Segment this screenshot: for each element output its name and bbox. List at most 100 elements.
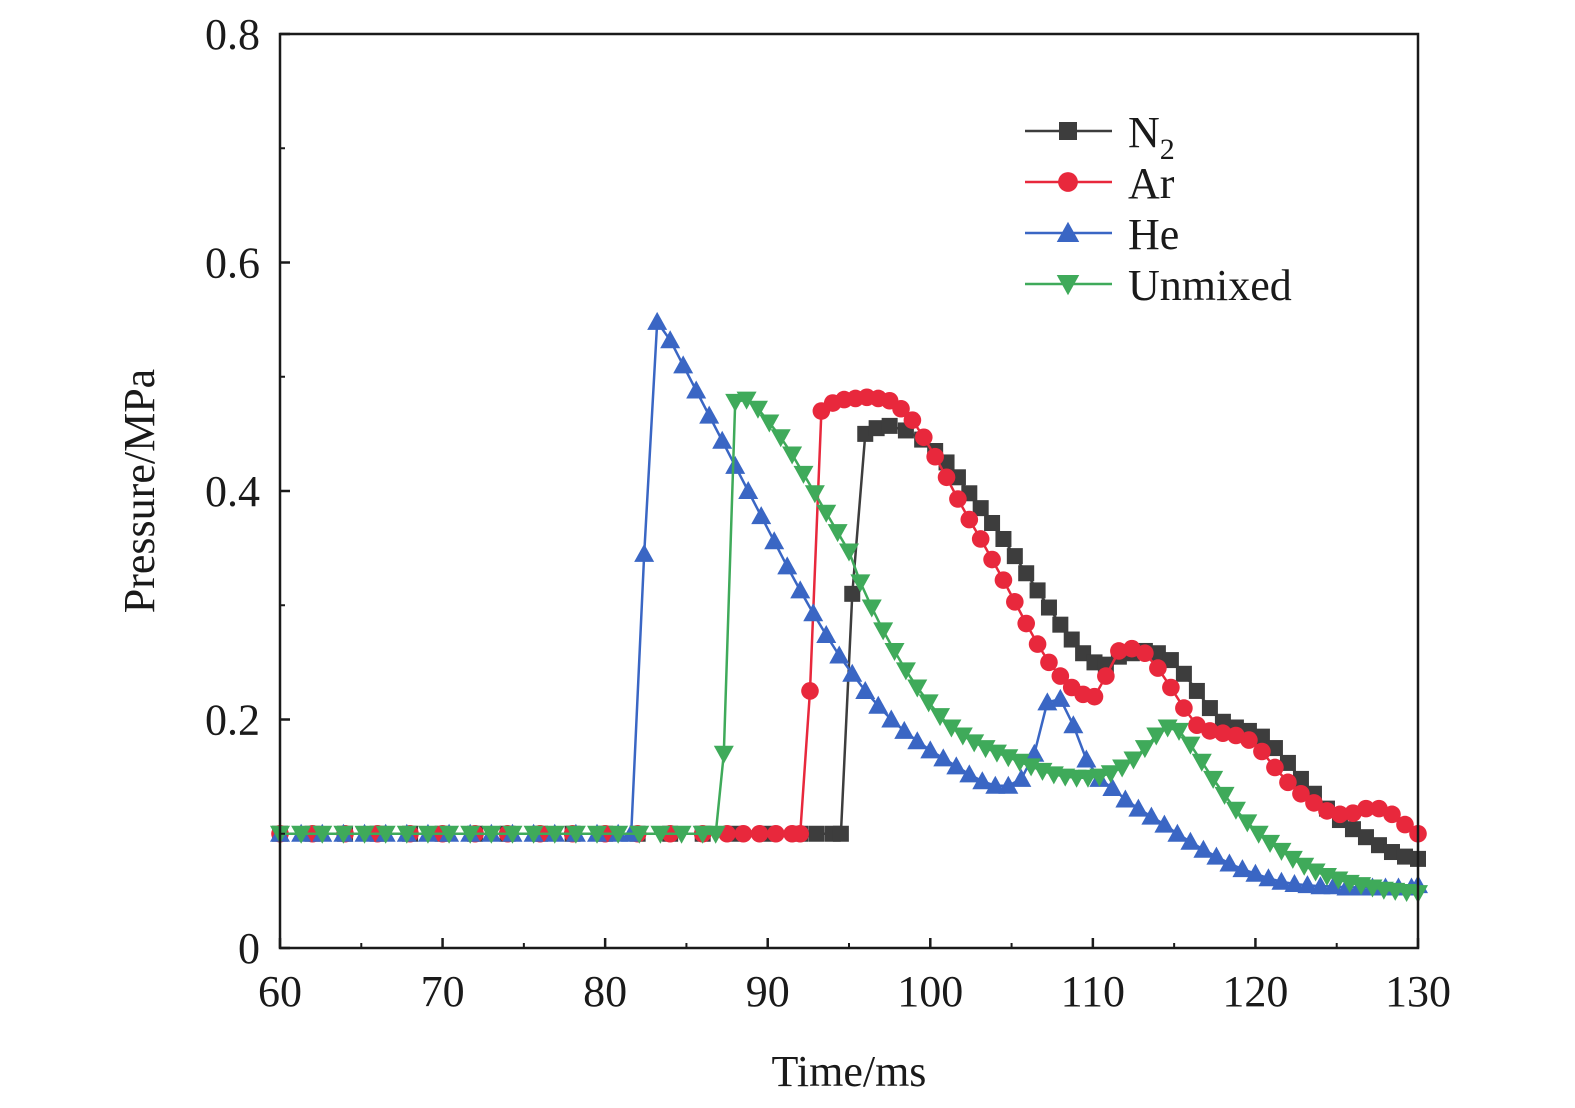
data-point-he — [790, 580, 811, 599]
data-point-unmixed — [907, 679, 928, 698]
data-point-unmixed — [941, 719, 962, 738]
data-point-n — [832, 825, 849, 842]
data-point-unmixed — [354, 825, 375, 844]
data-point-he — [946, 756, 967, 775]
legend-label-subscript: 2 — [1160, 133, 1175, 166]
data-point-he — [738, 481, 759, 499]
legend-label-text: N — [1128, 108, 1160, 157]
data-point-he — [712, 430, 733, 449]
data-point-he — [816, 624, 837, 643]
data-point-he — [959, 764, 980, 783]
data-point-n — [1188, 682, 1205, 699]
data-point-ar — [1279, 773, 1297, 792]
data-point-ar — [926, 447, 944, 466]
data-point-unmixed — [587, 825, 608, 844]
data-point-he — [881, 709, 902, 728]
data-point-he — [933, 748, 954, 767]
data-point-unmixed — [650, 825, 671, 844]
data-point-ar — [1097, 667, 1115, 685]
data-point-ar — [1292, 784, 1310, 803]
data-point-unmixed — [986, 744, 1007, 763]
data-point-ar — [983, 550, 1001, 569]
series-unmixed — [270, 391, 1428, 904]
data-point-n — [1063, 631, 1080, 648]
data-point-ar — [750, 824, 769, 843]
y-tick-label: 0.8 — [205, 10, 260, 59]
data-point-he — [1011, 768, 1032, 787]
data-point-unmixed — [895, 662, 916, 681]
data-point-ar — [1028, 635, 1047, 653]
data-point-he — [985, 775, 1006, 794]
data-point-n — [1253, 728, 1270, 745]
data-point-n — [1052, 616, 1069, 633]
y-tick-label: 0 — [238, 924, 260, 973]
data-point-ar — [1201, 722, 1219, 740]
data-point-ar — [1110, 642, 1128, 660]
data-point-n — [1201, 700, 1218, 717]
data-point-he — [751, 506, 772, 525]
x-axis-title: Time/ms — [772, 1047, 927, 1096]
x-tick-label: 70 — [421, 967, 465, 1016]
data-point-n — [1370, 837, 1387, 854]
data-point-unmixed — [417, 825, 438, 844]
data-point-he — [972, 771, 993, 790]
data-point-he — [1206, 846, 1227, 865]
data-point-n — [881, 417, 898, 434]
data-point-unmixed — [850, 574, 871, 593]
data-point-n — [984, 514, 1001, 531]
data-point-unmixed — [375, 825, 396, 844]
data-point-he — [1154, 814, 1175, 833]
data-point-unmixed — [608, 825, 629, 844]
data-point-ar — [1266, 758, 1284, 777]
x-tick-label: 130 — [1385, 967, 1451, 1016]
data-point-unmixed — [692, 825, 713, 844]
data-point-n — [1279, 754, 1296, 771]
data-point-unmixed — [671, 825, 692, 844]
data-point-unmixed — [1169, 722, 1190, 741]
data-point-he — [1323, 876, 1344, 895]
data-point-unmixed — [918, 694, 939, 713]
data-point-he — [1258, 868, 1279, 887]
x-tick-label: 100 — [897, 967, 963, 1016]
data-point-he — [764, 531, 785, 550]
data-point-unmixed — [396, 825, 417, 844]
data-point-he — [699, 405, 720, 424]
data-point-ar — [1214, 724, 1232, 743]
legend-label-text: He — [1128, 210, 1179, 259]
legend-label-text: Unmixed — [1128, 261, 1292, 310]
data-point-unmixed — [759, 414, 780, 433]
data-point-unmixed — [1089, 768, 1110, 787]
data-point-unmixed — [975, 740, 996, 759]
y-axis-title: Pressure/MPa — [115, 369, 164, 613]
data-point-ar — [1149, 659, 1167, 677]
data-point-he — [1271, 871, 1292, 890]
legend-item-unmixed: Unmixed — [1025, 261, 1292, 310]
data-point-unmixed — [705, 825, 726, 844]
data-point-he — [1024, 743, 1045, 762]
data-point-ar — [791, 824, 810, 843]
data-point-unmixed — [1282, 850, 1303, 869]
data-point-n — [808, 825, 825, 842]
data-point-unmixed — [930, 708, 951, 727]
data-point-ar — [903, 411, 922, 429]
y-tick-label: 0.2 — [205, 696, 260, 745]
data-point-he — [998, 775, 1019, 794]
data-point-unmixed — [861, 599, 882, 618]
data-point-unmixed — [333, 825, 354, 844]
data-point-unmixed — [782, 446, 803, 465]
data-point-unmixed — [1180, 736, 1201, 755]
legend-label-he: He — [1128, 210, 1179, 259]
data-point-n — [1396, 848, 1413, 865]
data-point-ar — [1331, 805, 1349, 824]
data-point-unmixed — [1248, 825, 1269, 844]
data-point-n — [995, 530, 1012, 547]
data-point-ar — [1383, 805, 1401, 824]
data-point-n — [972, 500, 989, 517]
data-point-unmixed — [793, 465, 814, 484]
data-point-unmixed — [747, 400, 768, 419]
data-point-he — [842, 663, 863, 682]
data-point-he — [1232, 859, 1253, 878]
data-point-ar — [1253, 742, 1271, 761]
data-point-he — [1219, 853, 1240, 872]
